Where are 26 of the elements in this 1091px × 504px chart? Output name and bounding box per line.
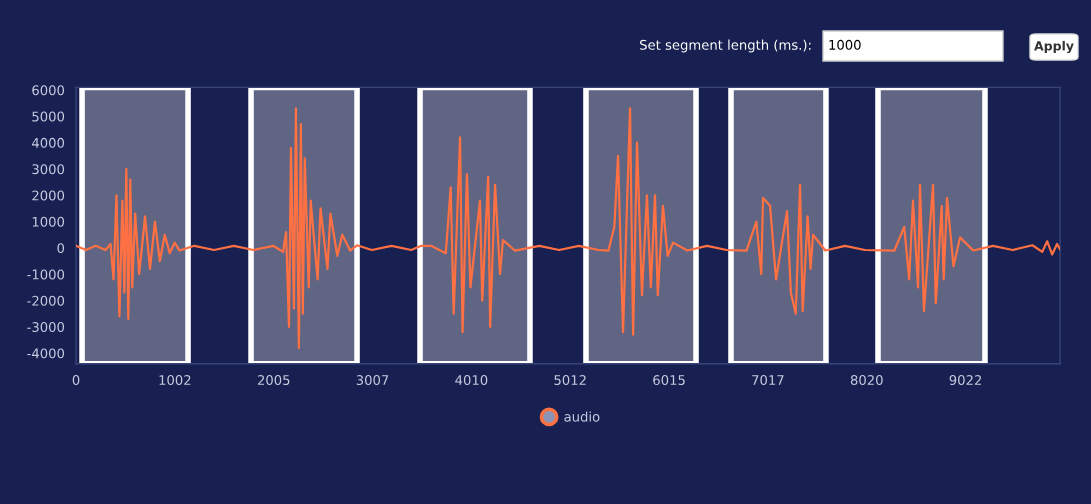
x-tick-label: 5012 bbox=[554, 375, 586, 386]
text: 1000 bbox=[829, 39, 861, 50]
y-tick-label: 2000 bbox=[32, 190, 65, 201]
y-tick-label: 5000 bbox=[32, 111, 65, 122]
y-tick-label: 3000 bbox=[32, 164, 65, 175]
x-tick-label: 0 bbox=[72, 375, 80, 386]
x-tick-label: 3007 bbox=[356, 375, 389, 386]
y-tick-label: -3000 bbox=[27, 322, 65, 333]
x-tick-label: 1002 bbox=[159, 375, 191, 386]
line-series bbox=[76, 107, 1061, 350]
text: Apply bbox=[1034, 40, 1074, 54]
y-tick-label: 0 bbox=[57, 243, 65, 254]
x-tick-label: 8020 bbox=[850, 375, 883, 386]
legend-label: audio bbox=[564, 411, 600, 422]
y-tick-label: 1000 bbox=[32, 216, 65, 227]
x-tick-label: 6015 bbox=[653, 375, 685, 386]
x-tick-label: 7017 bbox=[752, 375, 784, 386]
text: Set segment length (ms.): bbox=[640, 39, 811, 53]
y-tick-label: 4000 bbox=[32, 137, 65, 148]
y-tick-label: -4000 bbox=[27, 348, 65, 359]
x-tick-label: 9022 bbox=[949, 375, 982, 386]
y-tick-label: -1000 bbox=[27, 269, 65, 280]
x-tick-label: 2005 bbox=[257, 375, 290, 386]
y-tick-label: 6000 bbox=[32, 85, 65, 96]
y-tick-label: -2000 bbox=[27, 295, 65, 306]
x-tick-label: 4010 bbox=[455, 375, 488, 386]
